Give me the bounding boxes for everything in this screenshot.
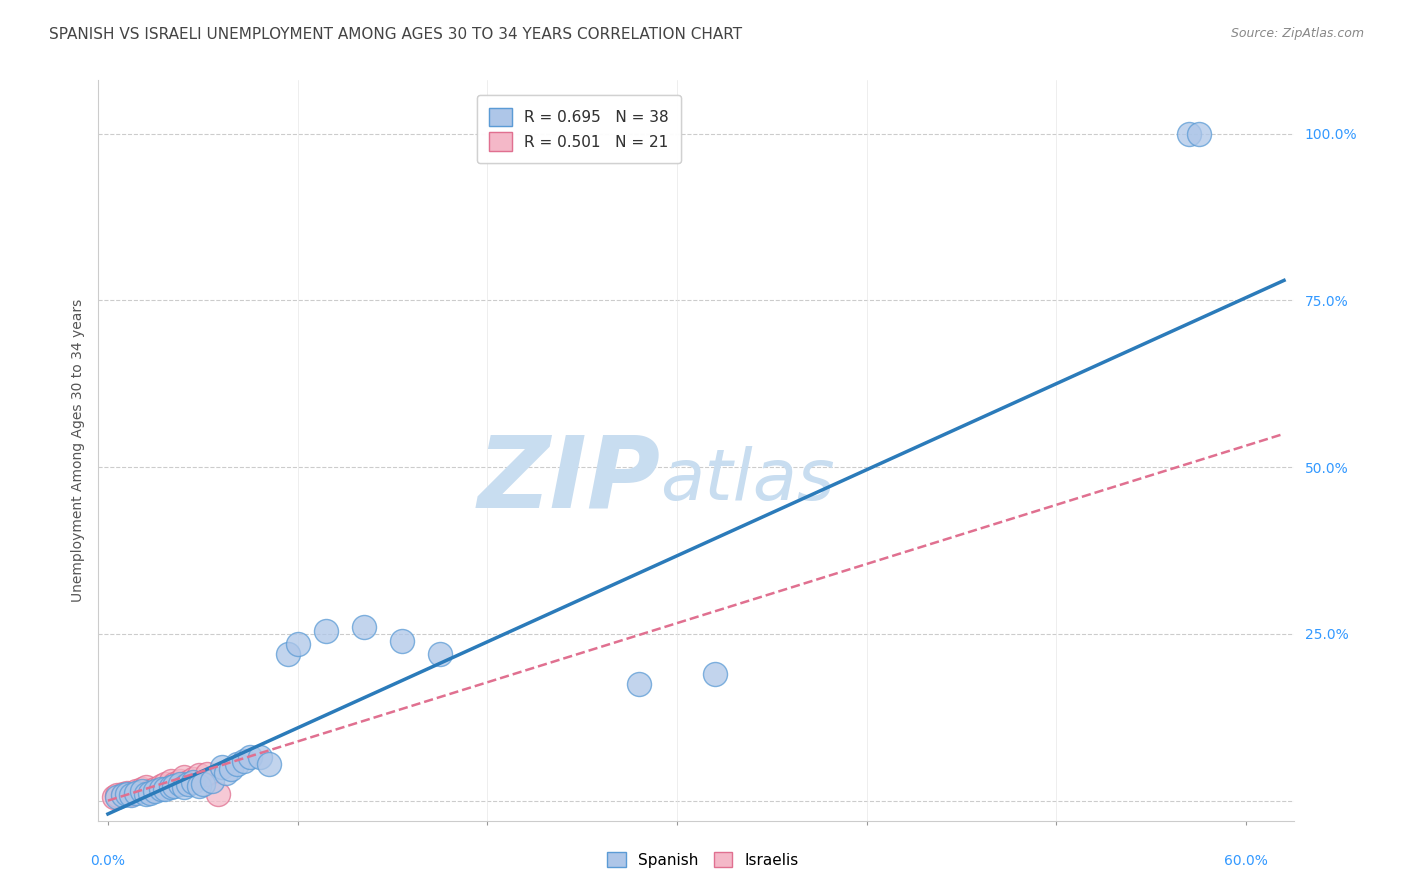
Point — [211, 760, 233, 774]
Point — [1188, 127, 1211, 141]
Point — [703, 666, 725, 681]
Point — [315, 624, 337, 638]
Point — [195, 767, 218, 781]
Point — [105, 789, 128, 803]
Point — [143, 781, 166, 796]
Point — [176, 775, 198, 789]
Point — [159, 773, 181, 788]
Point — [249, 750, 271, 764]
Point — [125, 786, 148, 800]
Point — [153, 777, 176, 791]
Text: 0.0%: 0.0% — [90, 854, 125, 868]
Legend: R = 0.695   N = 38, R = 0.501   N = 21: R = 0.695 N = 38, R = 0.501 N = 21 — [477, 95, 681, 163]
Point — [105, 790, 128, 805]
Point — [214, 765, 236, 780]
Point — [143, 783, 166, 797]
Point — [1178, 127, 1201, 141]
Point — [353, 620, 375, 634]
Point — [277, 647, 299, 661]
Point — [181, 775, 204, 789]
Point — [225, 756, 247, 771]
Point — [188, 779, 211, 793]
Point — [112, 787, 135, 801]
Point — [138, 783, 160, 797]
Point — [135, 780, 157, 795]
Point — [287, 637, 309, 651]
Point — [169, 773, 191, 788]
Point — [188, 768, 211, 782]
Point — [219, 762, 242, 776]
Point — [391, 633, 413, 648]
Point — [173, 780, 195, 795]
Point — [125, 783, 148, 797]
Point — [233, 754, 256, 768]
Point — [120, 787, 142, 801]
Point — [135, 787, 157, 801]
Text: atlas: atlas — [661, 446, 835, 515]
Point — [131, 783, 153, 797]
Point — [169, 777, 191, 791]
Point — [159, 780, 181, 795]
Point — [628, 677, 651, 691]
Point — [153, 781, 176, 796]
Point — [115, 786, 138, 800]
Text: SPANISH VS ISRAELI UNEMPLOYMENT AMONG AGES 30 TO 34 YEARS CORRELATION CHART: SPANISH VS ISRAELI UNEMPLOYMENT AMONG AG… — [49, 27, 742, 42]
Point — [120, 789, 142, 803]
Point — [138, 786, 160, 800]
Text: Source: ZipAtlas.com: Source: ZipAtlas.com — [1230, 27, 1364, 40]
Point — [239, 750, 262, 764]
Point — [207, 787, 229, 801]
Text: ZIP: ZIP — [477, 432, 661, 529]
Point — [181, 772, 204, 787]
Point — [150, 781, 173, 796]
Y-axis label: Unemployment Among Ages 30 to 34 years: Unemployment Among Ages 30 to 34 years — [70, 299, 84, 602]
Point — [112, 789, 135, 803]
Point — [191, 777, 214, 791]
Point — [163, 777, 186, 791]
Point — [201, 773, 224, 788]
Point — [176, 777, 198, 791]
Point — [115, 787, 138, 801]
Point — [150, 779, 173, 793]
Text: 60.0%: 60.0% — [1225, 854, 1268, 868]
Point — [173, 770, 195, 784]
Point — [163, 779, 186, 793]
Point — [103, 790, 125, 805]
Point — [131, 781, 153, 796]
Legend: Spanish, Israelis: Spanish, Israelis — [600, 844, 806, 875]
Point — [429, 647, 451, 661]
Point — [257, 756, 280, 771]
